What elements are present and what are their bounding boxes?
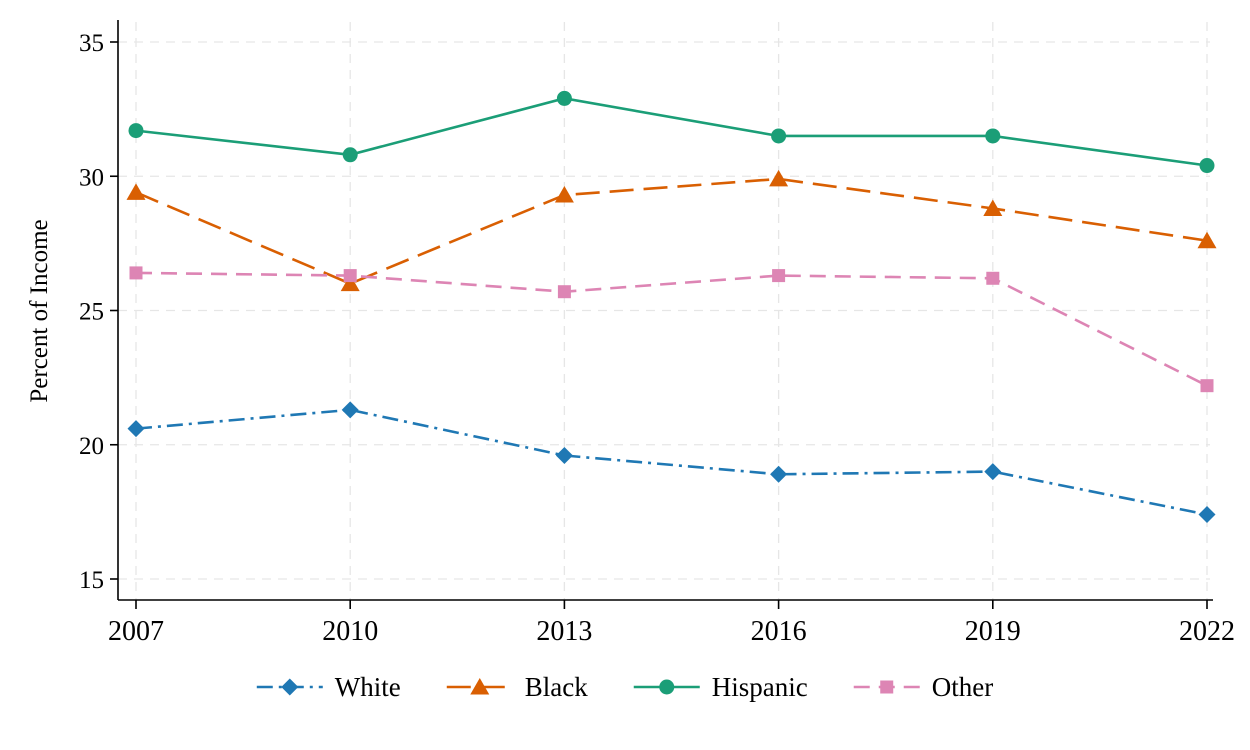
marker-other (986, 271, 1000, 285)
legend-item-white: White (256, 672, 401, 702)
series-hispanic (128, 90, 1215, 174)
marker-white (555, 446, 573, 464)
marker-black (126, 183, 146, 200)
x-tick-label: 2016 (751, 616, 807, 647)
marker-hispanic (556, 90, 572, 106)
y-tick-label: 35 (79, 30, 104, 57)
series-line-other (135, 271, 1208, 387)
marker-other (772, 269, 786, 283)
marker-white (1198, 506, 1216, 524)
series-other (129, 266, 1214, 393)
y-tick-label: 30 (79, 164, 104, 191)
legend-marker-hispanic (659, 679, 675, 695)
marker-white (770, 465, 788, 483)
marker-hispanic (342, 147, 358, 163)
legend-item-other: Other (853, 672, 993, 702)
marker-white (984, 463, 1002, 481)
marker-black (340, 274, 360, 292)
legend-marker-black (470, 678, 490, 695)
y-tick-label: 20 (79, 433, 104, 460)
gridlines (118, 22, 1210, 600)
marker-other (557, 285, 571, 299)
y-tick-label: 25 (79, 299, 104, 326)
marker-white (127, 420, 145, 438)
legend-item-hispanic: Hispanic (633, 672, 808, 702)
x-tick-label: 2007 (108, 616, 164, 647)
legend-label: Other (932, 672, 993, 702)
marker-hispanic (128, 123, 144, 139)
marker-hispanic (771, 128, 787, 144)
x-tick-label: 2019 (965, 616, 1021, 647)
series-line-hispanic (135, 97, 1208, 167)
x-tick-label: 2010 (322, 616, 378, 647)
axes: 15 20 25 30 35 2007 2010 2013 2016 2019 2022 (79, 20, 1235, 647)
data-series (126, 90, 1217, 524)
marker-black (554, 186, 574, 203)
marker-hispanic (1199, 158, 1215, 174)
marker-white (341, 401, 359, 419)
legend-label: Black (525, 672, 588, 702)
legend-item-black: Black (446, 672, 588, 702)
y-axis-title: Percent of Income (26, 219, 53, 402)
marker-black (983, 199, 1003, 216)
marker-black (769, 169, 789, 187)
legend: White Black Hispanic Other (256, 672, 993, 702)
y-tick-label: 15 (79, 567, 104, 594)
marker-hispanic (985, 128, 1001, 144)
marker-other (343, 269, 357, 283)
marker-black (1197, 231, 1217, 249)
series-line-white (135, 408, 1208, 516)
legend-label: Hispanic (712, 672, 808, 702)
series-black (126, 169, 1217, 292)
series-white (127, 401, 1216, 524)
legend-marker-white (281, 678, 299, 696)
marker-other (1200, 379, 1214, 393)
marker-other (129, 266, 143, 280)
legend-label: White (335, 672, 401, 702)
x-tick-label: 2013 (536, 616, 592, 647)
legend-marker-other (880, 680, 894, 694)
series-line-black (135, 177, 1208, 286)
x-tick-label: 2022 (1179, 616, 1235, 647)
